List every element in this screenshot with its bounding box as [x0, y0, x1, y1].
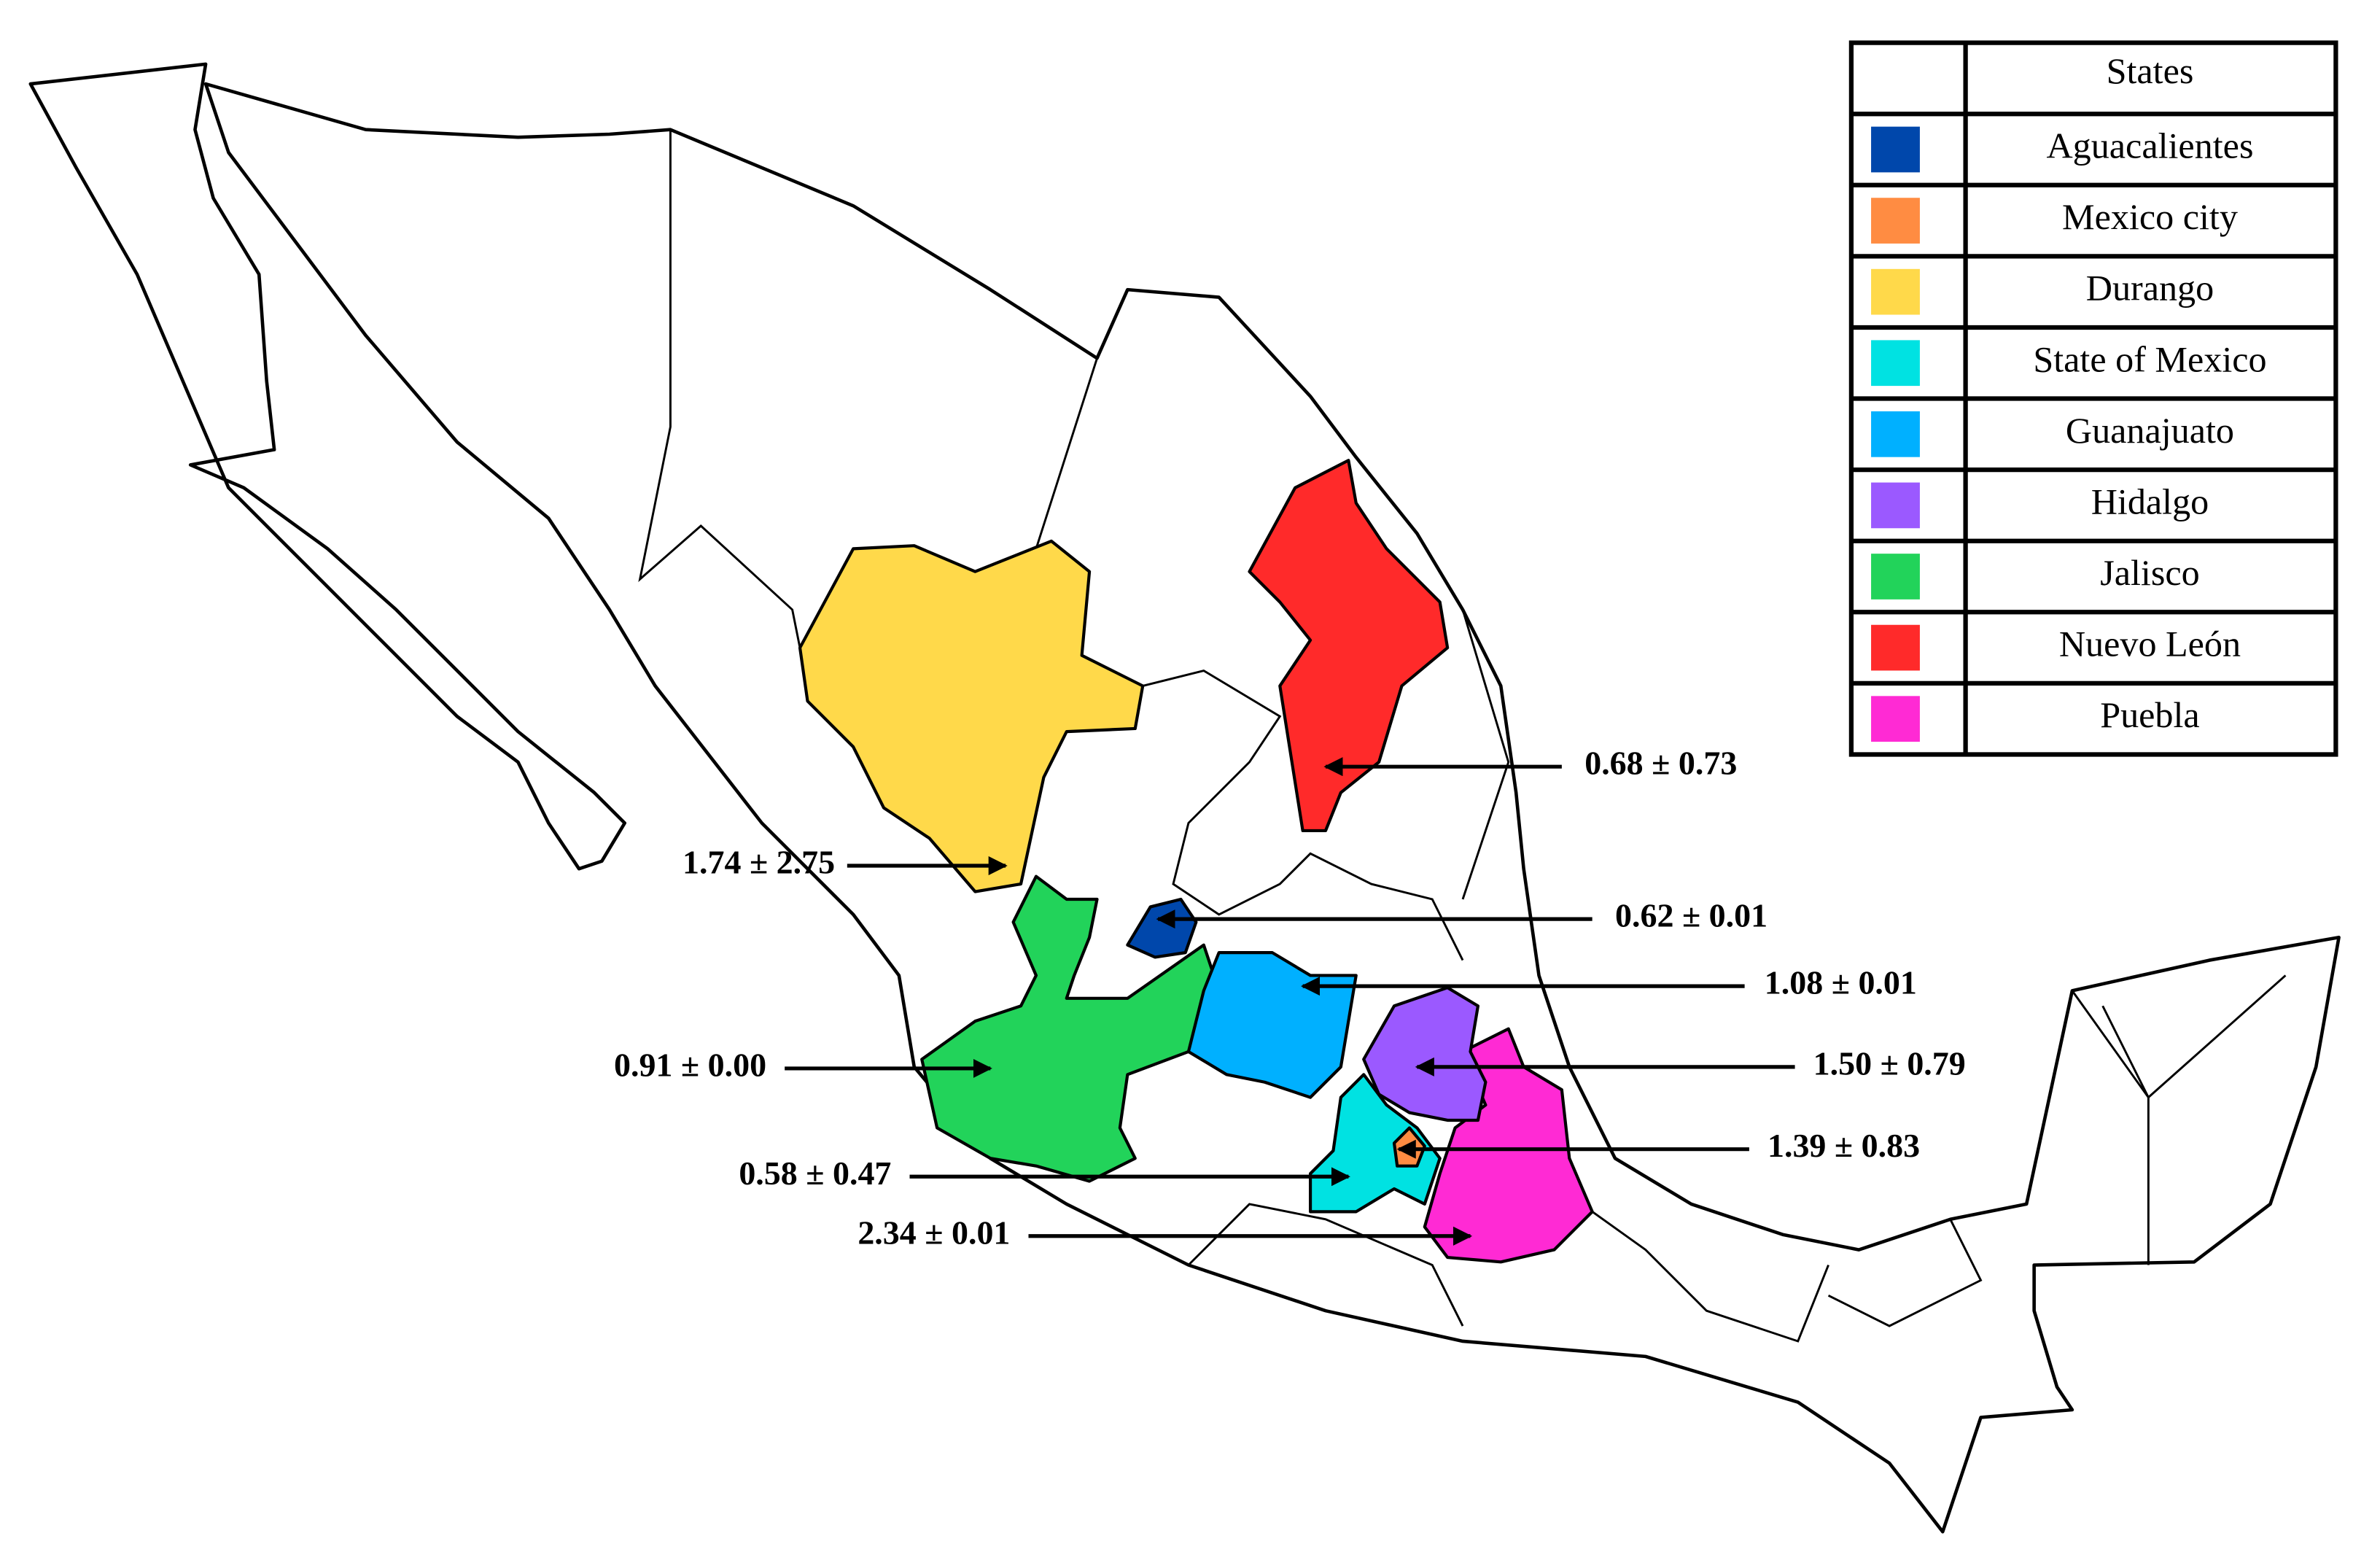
legend-swatch: [1871, 268, 1920, 315]
value-label: 1.08 ± 0.01: [1765, 964, 1917, 1001]
value-label: 0.58 ± 0.47: [739, 1155, 891, 1192]
value-label: 0.62 ± 0.01: [1615, 897, 1768, 934]
legend-swatch: [1871, 624, 1920, 671]
state-borders: [1142, 669, 1464, 961]
highlighted-states: [798, 459, 1594, 1264]
legend-swatch: [1871, 482, 1920, 529]
legend-swatch: [1871, 696, 1920, 742]
state-borders: [1461, 609, 1510, 900]
legend-label: Durango: [2086, 268, 2214, 309]
baja-california: [28, 62, 627, 871]
legend-swatch: [1871, 126, 1920, 173]
value-label: 1.74 ± 2.75: [682, 844, 835, 881]
legend-label: Puebla: [2100, 694, 2199, 735]
state-borders: [2101, 1005, 2150, 1098]
legend-label: State of Mexico: [2033, 338, 2266, 379]
legend-swatch: [1871, 198, 1920, 244]
puebla-region: [1423, 1027, 1594, 1264]
state-borders: [638, 129, 801, 648]
hidalgo-region: [1362, 986, 1488, 1122]
durango-region: [798, 539, 1145, 893]
value-label: 0.91 ± 0.00: [614, 1046, 766, 1083]
legend-label: Jalisco: [2100, 552, 2199, 593]
value-label: 1.39 ± 0.83: [1768, 1127, 1920, 1164]
legend-label: Aguacalientes: [2046, 125, 2253, 166]
state-borders: [1591, 1211, 1829, 1343]
legend-label: Guanajuato: [2066, 410, 2234, 451]
value-label: 1.50 ± 0.79: [1813, 1044, 1966, 1082]
state-borders: [1187, 1203, 1464, 1327]
value-label: 0.68 ± 0.73: [1584, 745, 1737, 782]
mainland-mexico: [203, 82, 2341, 1534]
jalisco-region: [920, 874, 1221, 1183]
legend-label: Nuevo León: [2059, 624, 2241, 664]
state-borders: [2147, 974, 2287, 1098]
legend-swatch: [1871, 554, 1920, 600]
value-label: 2.34 ± 0.01: [858, 1214, 1010, 1251]
legend-swatch: [1871, 411, 1920, 457]
legend-header: States: [2107, 50, 2194, 91]
annotations: 0.68 ± 0.73 1.74 ± 2.75 0.62 ± 0.01 1.08 ± …: [614, 745, 1966, 1252]
base-map: [28, 62, 2341, 1534]
state-borders: [1827, 1219, 1983, 1327]
legend-label: Mexico city: [2062, 196, 2238, 237]
legend-label: Hidalgo: [2091, 481, 2209, 521]
legend-swatch: [1871, 340, 1920, 387]
nuevo-leon-region: [1248, 459, 1450, 833]
legend: States Aguacalientes Mexico city Durango St…: [1848, 40, 2338, 757]
